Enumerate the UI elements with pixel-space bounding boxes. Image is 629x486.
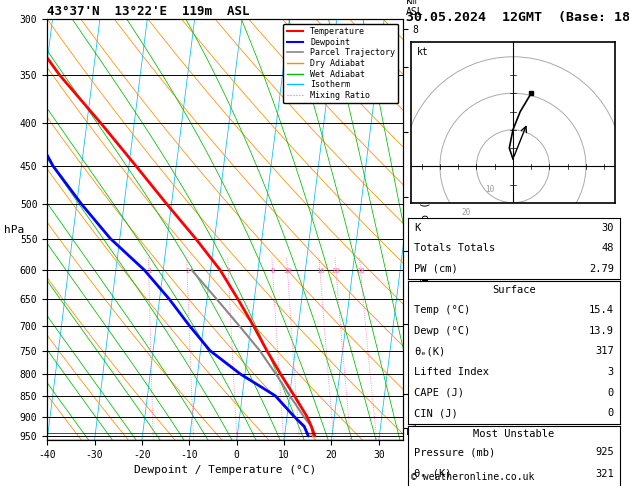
Text: 30: 30 (438, 231, 448, 241)
Text: K: K (414, 223, 420, 233)
Y-axis label: Mixing Ratio (g/kg): Mixing Ratio (g/kg) (421, 170, 431, 289)
Text: 28: 28 (357, 268, 365, 274)
Text: θₑ (K): θₑ (K) (414, 469, 452, 479)
Text: 15.4: 15.4 (589, 305, 614, 315)
Text: 48: 48 (601, 243, 614, 253)
Text: Totals Totals: Totals Totals (414, 243, 495, 253)
Text: θₑ(K): θₑ(K) (414, 347, 445, 356)
Text: 321: 321 (595, 469, 614, 479)
Text: hPa: hPa (4, 225, 24, 235)
Text: 30.05.2024  12GMT  (Base: 18): 30.05.2024 12GMT (Base: 18) (406, 11, 629, 24)
Text: 13.9: 13.9 (589, 326, 614, 335)
Text: 925: 925 (595, 447, 614, 457)
Text: 0: 0 (608, 408, 614, 418)
Text: 20: 20 (332, 268, 340, 274)
Text: Most Unstable: Most Unstable (473, 429, 555, 439)
Text: PW (cm): PW (cm) (414, 264, 458, 274)
Text: 10: 10 (485, 185, 494, 194)
Text: Temp (°C): Temp (°C) (414, 305, 470, 315)
Text: 16: 16 (316, 268, 325, 274)
Text: 43°37'N  13°22'E  119m  ASL: 43°37'N 13°22'E 119m ASL (47, 5, 250, 18)
Text: CAPE (J): CAPE (J) (414, 388, 464, 398)
X-axis label: Dewpoint / Temperature (°C): Dewpoint / Temperature (°C) (134, 465, 316, 475)
Text: 3: 3 (608, 367, 614, 377)
Text: Surface: Surface (492, 285, 536, 295)
Text: kt: kt (417, 47, 428, 57)
Text: 4: 4 (226, 268, 231, 274)
Text: 2.79: 2.79 (589, 264, 614, 274)
Text: 30: 30 (601, 223, 614, 233)
Text: 1: 1 (147, 268, 151, 274)
Legend: Temperature, Dewpoint, Parcel Trajectory, Dry Adiabat, Wet Adiabat, Isotherm, Mi: Temperature, Dewpoint, Parcel Trajectory… (284, 24, 398, 103)
Text: © weatheronline.co.uk: © weatheronline.co.uk (411, 472, 534, 482)
Text: 10: 10 (284, 268, 292, 274)
Text: 317: 317 (595, 347, 614, 356)
Text: Pressure (mb): Pressure (mb) (414, 447, 495, 457)
Text: 20: 20 (462, 208, 471, 217)
Text: 8: 8 (270, 268, 275, 274)
Text: 2: 2 (185, 268, 189, 274)
Text: km
ASL: km ASL (406, 0, 424, 17)
Text: Dewp (°C): Dewp (°C) (414, 326, 470, 335)
Text: CIN (J): CIN (J) (414, 408, 458, 418)
Text: 0: 0 (608, 388, 614, 398)
Text: LCL: LCL (406, 429, 422, 437)
Text: Lifted Index: Lifted Index (414, 367, 489, 377)
